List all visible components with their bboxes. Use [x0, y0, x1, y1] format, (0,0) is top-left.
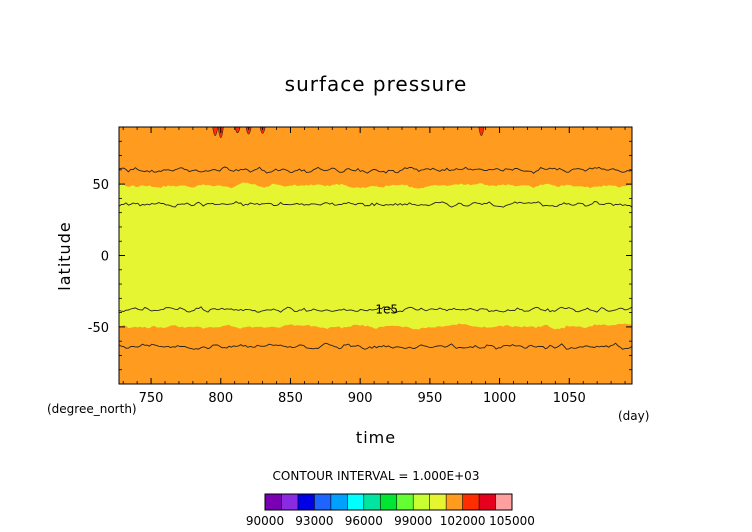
colorbar-swatch	[314, 494, 332, 510]
contour-lines	[118, 166, 633, 350]
colorbar-swatch	[479, 494, 496, 510]
colorbar-swatch	[265, 494, 282, 510]
colorbar-swatch	[330, 494, 348, 510]
x-tick-label: 1000	[483, 391, 516, 406]
colorbar-swatch	[396, 494, 414, 510]
y-tick-label: -50	[88, 321, 109, 336]
colorbar-swatch	[495, 494, 513, 510]
colorbar-swatch	[413, 494, 430, 510]
colorbar-swatch	[380, 494, 398, 510]
x-tick-label: 950	[417, 391, 442, 406]
colorbar-tick-label: 96000	[345, 514, 383, 528]
x-tick-label: 850	[278, 391, 303, 406]
colorbar	[264, 493, 513, 511]
colorbar-tick-labels: 90000 93000 96000 99000 102000 105000	[246, 514, 535, 528]
colorbar-swatch	[297, 494, 315, 510]
x-tick-label: 900	[348, 391, 373, 406]
x-axis-unit: (day)	[618, 409, 649, 423]
contour-line	[118, 201, 633, 208]
x-tick-label: 750	[139, 391, 164, 406]
colorbar-tick-label: 105000	[489, 514, 535, 528]
x-tick-label: 1050	[553, 391, 586, 406]
y-axis-label: latitude	[55, 221, 74, 290]
y-tick-label: 50	[92, 178, 109, 193]
x-tick-label: 800	[208, 391, 233, 406]
contour-line	[118, 166, 633, 174]
colorbar-swatch	[347, 494, 365, 510]
plot-area: 1e5	[118, 126, 633, 385]
chart-title: surface pressure	[285, 72, 468, 96]
colorbar-tick-label: 99000	[394, 514, 432, 528]
contour-interval-text: CONTOUR INTERVAL = 1.000E+03	[273, 469, 480, 483]
colorbar-tick-label: 93000	[295, 514, 333, 528]
colorbar-tick-label: 90000	[246, 514, 284, 528]
y-tick-label: 0	[101, 250, 109, 265]
colorbar-swatch	[446, 494, 463, 510]
y-axis-unit: (degree_north)	[47, 402, 137, 416]
colorbar-swatch	[281, 494, 299, 510]
colorbar-swatch	[363, 494, 381, 510]
heatmap-band-tropics	[119, 182, 632, 330]
contour-line	[118, 306, 633, 314]
contour-line	[118, 342, 633, 350]
colorbar-frame	[264, 493, 513, 511]
y-axis-ticks: 50 0 -50	[88, 140, 632, 371]
contour-label: 1e5	[375, 302, 398, 316]
colorbar-swatch	[429, 494, 447, 510]
x-axis-label: time	[356, 428, 396, 447]
colorbar-swatch	[462, 494, 480, 510]
colorbar-tick-label: 102000	[440, 514, 486, 528]
x-axis-ticks: 750 800 850 900 950 1000 1050	[122, 127, 626, 406]
